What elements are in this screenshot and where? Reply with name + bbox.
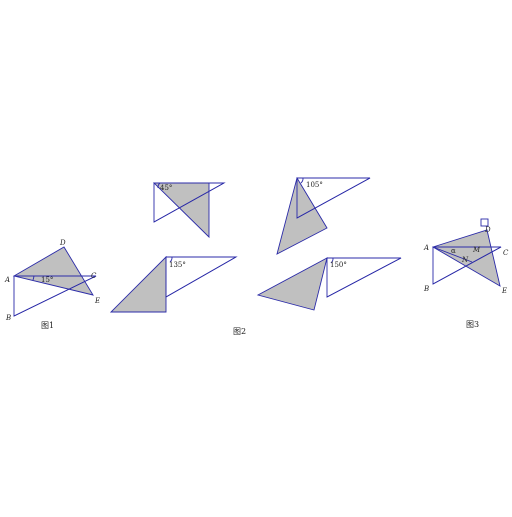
fig3-label-b: B <box>423 285 429 293</box>
fig2-105-gray-triangle <box>276 176 328 255</box>
fig2-135-gray-triangle <box>109 255 167 313</box>
fig1-label-e: E <box>94 297 100 305</box>
fig3-angle-alpha: α <box>451 247 456 255</box>
fig1-caption: 图1 <box>41 321 54 330</box>
fig1-label-b: B <box>5 314 11 322</box>
fig3-label-n: N <box>461 256 469 264</box>
fig2-sub-105: 105° <box>276 176 371 255</box>
fig3-small-square <box>480 218 489 227</box>
fig3-label-d: D <box>484 226 491 234</box>
fig2-angle-45: 45° <box>160 184 172 192</box>
fig2-sub-45: 45° <box>152 182 226 239</box>
fig2-105-arc <box>300 177 304 184</box>
fig3-segment-am <box>432 246 473 263</box>
fig3-label-e: E <box>501 287 507 295</box>
fig3-label-m: M <box>472 246 481 254</box>
fig2-135-arc <box>169 256 173 263</box>
fig1-label-a: A <box>4 276 10 284</box>
fig2-sub-150: 150° <box>256 257 402 311</box>
fig2-45-arc <box>157 182 161 189</box>
fig3-label-c: C <box>503 249 509 257</box>
fig3-hyp <box>432 246 502 285</box>
fig2-sub-135: 135° <box>109 255 238 313</box>
fig1-gray-triangle <box>12 246 94 296</box>
fig2-caption: 图2 <box>233 327 246 336</box>
fig1-angle-arc <box>32 275 35 281</box>
figure-2: 45° 135° 105° 150° 图2 <box>109 176 402 336</box>
fig2-45-hyp <box>153 182 225 223</box>
fig2-150-gray-triangle <box>256 257 328 311</box>
fig3-gray-triangle <box>431 229 501 287</box>
fig2-105-hyp <box>296 177 371 219</box>
fig1-label-d: D <box>59 239 66 247</box>
fig2-angle-105: 105° <box>306 181 323 189</box>
fig2-150-hyp <box>326 257 402 298</box>
fig3-label-a: A <box>423 244 429 252</box>
fig1-angle-label: 15° <box>41 276 53 284</box>
fig2-150-arc <box>330 257 334 264</box>
fig3-caption: 图3 <box>466 320 479 329</box>
fig1-diagonal <box>13 275 97 317</box>
fig1-label-c: C <box>91 272 97 280</box>
figure-3: A B C D E M N α 图3 <box>423 218 509 329</box>
fig2-angle-135: 135° <box>169 261 186 269</box>
fig2-135-hyp <box>165 256 237 298</box>
figure-1: A B C D E 15° 图1 <box>4 239 100 330</box>
fig2-angle-150: 150° <box>330 261 347 269</box>
